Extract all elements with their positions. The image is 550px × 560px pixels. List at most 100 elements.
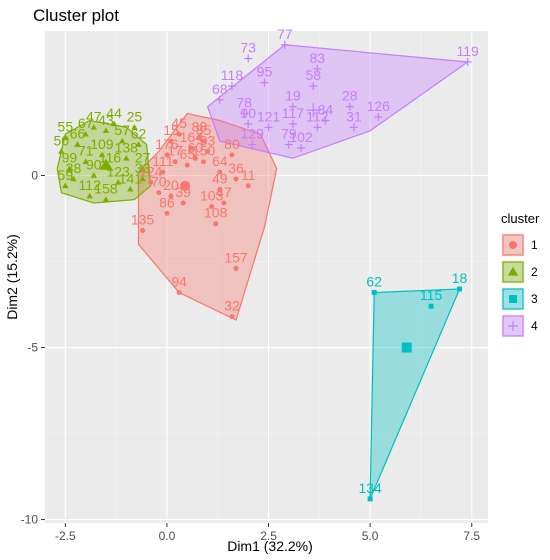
point-cluster-2 [98, 151, 106, 158]
point-cluster-1 [221, 200, 227, 206]
y-tick-label: 0 [31, 169, 38, 183]
point-label: 71 [78, 143, 94, 159]
y-axis-ticks: 0 -5 -10 [21, 169, 45, 527]
x-tick-label: 5.0 [362, 529, 379, 543]
point-label: 62 [131, 126, 147, 142]
x-axis-ticks: -2.5 0.0 2.5 5.0 7.5 [55, 523, 480, 543]
point-label: 158 [94, 181, 118, 197]
legend-key-marker-1 [509, 241, 517, 249]
point-cluster-1 [209, 203, 215, 209]
point-cluster-1 [164, 152, 170, 158]
point-cluster-4 [227, 82, 236, 91]
point-label: 102 [289, 129, 313, 145]
point-cluster-2 [82, 158, 89, 165]
point-label: 176 [155, 136, 179, 152]
point-label: 59 [58, 167, 74, 183]
point-cluster-2 [70, 175, 77, 182]
point-label: 66 [70, 126, 86, 142]
point-cluster-2 [62, 182, 69, 189]
point-label: 11 [241, 167, 256, 183]
point-cluster-2 [90, 172, 98, 178]
point-cluster-1 [229, 314, 235, 320]
point-label: 62 [366, 273, 382, 289]
point-cluster-1 [168, 138, 174, 144]
point-cluster-1 [213, 221, 219, 227]
point-label: 84 [318, 101, 334, 117]
point-label: 36 [228, 160, 244, 176]
point-cluster-4 [345, 102, 354, 111]
point-cluster-1 [184, 162, 190, 168]
point-cluster-4 [288, 102, 297, 111]
point-label: 70 [151, 174, 167, 190]
point-label: 123 [106, 163, 130, 179]
point-cluster-2 [58, 148, 65, 154]
point-cluster-1 [245, 183, 251, 189]
point-cluster-4 [349, 123, 358, 132]
point-label: 93 [200, 132, 216, 148]
point-label: 141 [119, 170, 143, 186]
point-label: 19 [285, 88, 301, 104]
point-cluster-1 [188, 145, 194, 151]
point-label: 90 [240, 105, 256, 121]
point-cluster-2 [62, 134, 69, 140]
point-label: 83 [310, 50, 326, 66]
point-label: 57 [114, 122, 130, 138]
point-label: 49 [212, 170, 228, 186]
point-label: 67 [78, 115, 94, 131]
point-label: 116 [99, 150, 122, 166]
legend-label: 4 [531, 319, 538, 333]
point-label: 47 [216, 184, 232, 200]
point-cluster-4 [260, 78, 269, 87]
point-label: 31 [346, 108, 362, 124]
point-cluster-4 [309, 82, 318, 91]
minor-gridlines [45, 31, 488, 523]
point-label: 126 [367, 98, 391, 114]
legend-key-marker-4 [508, 321, 518, 331]
point-cluster-4 [240, 109, 249, 118]
point-label: 109 [90, 136, 114, 152]
point-label: 77 [277, 26, 293, 42]
point-cluster-1 [201, 138, 207, 144]
point-label: 103 [200, 187, 224, 203]
point-cluster-2 [102, 196, 110, 202]
point-label: 60 [188, 139, 204, 155]
hull-cluster-2 [56, 119, 152, 204]
point-label: 111 [152, 153, 173, 169]
point-cluster-4 [264, 123, 273, 132]
point-label: 50 [53, 132, 69, 148]
point-cluster-2 [131, 124, 138, 130]
point-cluster-3 [371, 289, 377, 295]
point-label: 45 [171, 115, 187, 131]
point-cluster-4 [288, 119, 297, 128]
point-cluster-2 [102, 127, 110, 134]
point-label: 38 [66, 160, 82, 176]
point-label: 108 [204, 205, 228, 221]
legend-label: 1 [531, 238, 538, 252]
point-label: 43 [98, 112, 114, 128]
chart-title: Cluster plot [33, 6, 119, 25]
point-cluster-2 [123, 155, 130, 161]
x-tick-label: -2.5 [55, 529, 76, 543]
x-tick-label: 7.5 [463, 529, 480, 543]
point-label: 25 [127, 108, 143, 124]
point-label: 135 [131, 212, 155, 228]
x-axis-title: Dim1 (32.2%) [227, 538, 313, 554]
x-tick-label: 0.0 [159, 529, 176, 543]
point-label: 134 [358, 480, 382, 496]
legend-label: 2 [531, 265, 538, 279]
point-cluster-1 [217, 186, 223, 192]
point-cluster-1 [192, 155, 198, 161]
point-cluster-1 [168, 193, 174, 199]
point-label: 115 [420, 287, 443, 303]
point-cluster-1 [164, 210, 170, 216]
point-label: 88 [192, 119, 208, 135]
point-label: 124 [139, 163, 163, 179]
point-label: 64 [212, 153, 228, 169]
centroid-cluster-1 [180, 180, 191, 191]
point-label: 33 [135, 160, 151, 176]
point-cluster-1 [176, 289, 182, 295]
point-label: 129 [241, 126, 265, 142]
point-label: 20 [163, 177, 179, 193]
point-cluster-4 [280, 40, 289, 49]
point-cluster-2 [139, 175, 146, 182]
